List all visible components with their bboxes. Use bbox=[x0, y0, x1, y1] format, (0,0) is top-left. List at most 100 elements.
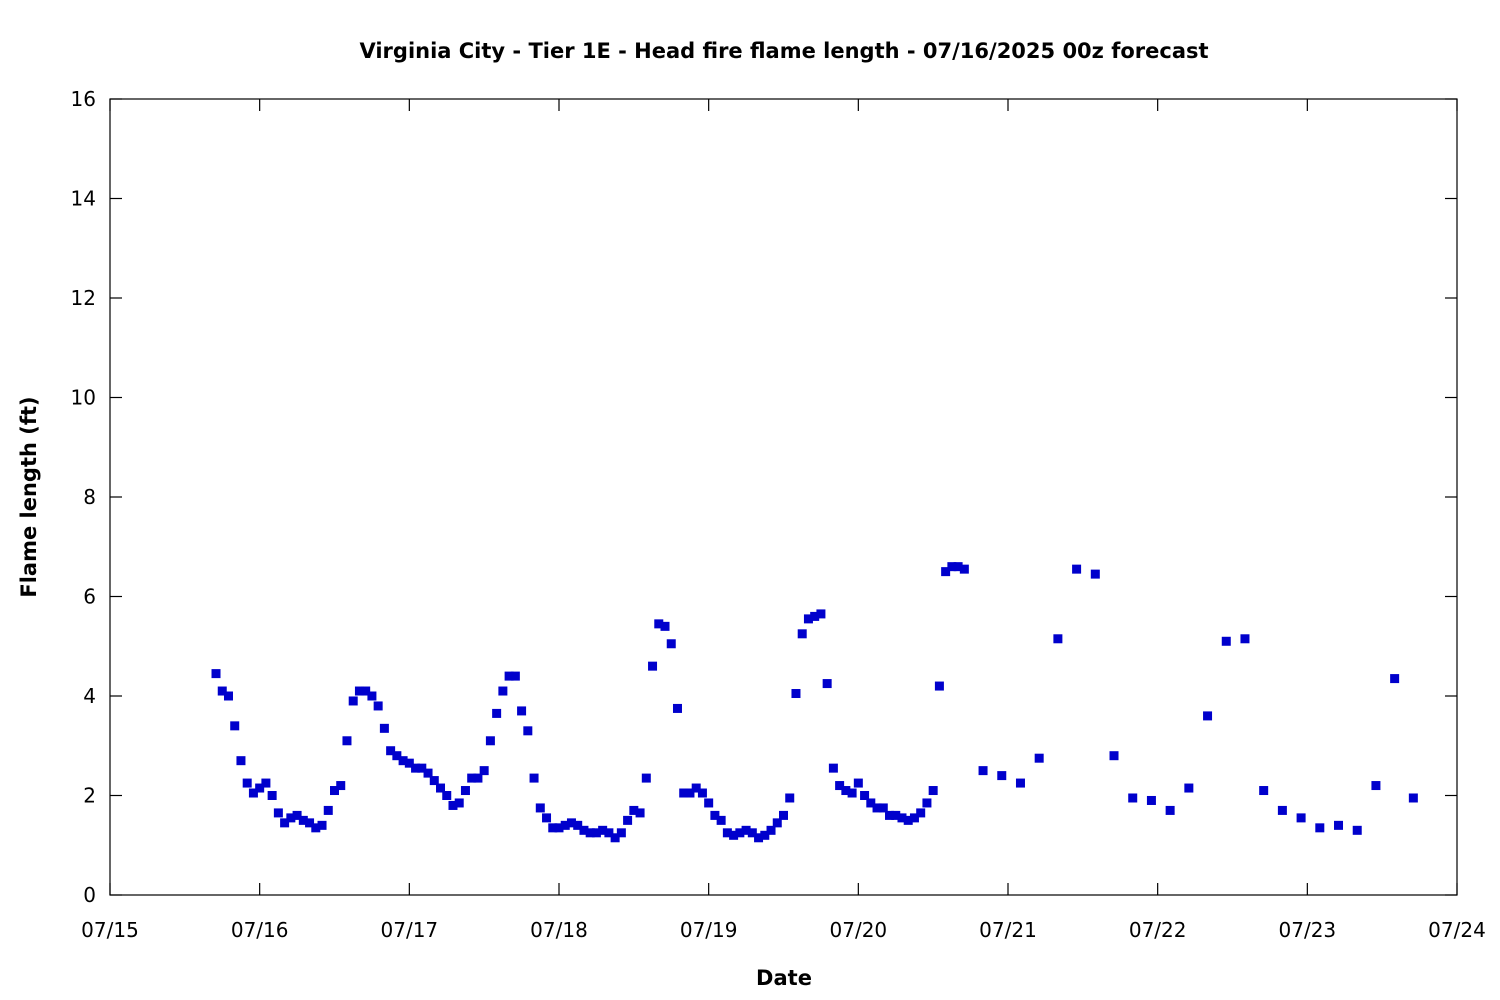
data-point bbox=[411, 763, 421, 773]
data-point bbox=[367, 691, 377, 701]
data-point bbox=[716, 815, 726, 825]
data-point bbox=[747, 828, 757, 838]
data-point bbox=[691, 783, 701, 793]
data-point bbox=[217, 686, 227, 696]
data-point bbox=[566, 818, 576, 828]
data-point bbox=[660, 621, 670, 631]
data-point bbox=[928, 786, 938, 796]
data-point bbox=[573, 820, 583, 830]
data-point bbox=[947, 562, 957, 572]
data-point bbox=[1221, 636, 1231, 646]
data-point bbox=[535, 803, 545, 813]
data-point bbox=[398, 756, 408, 766]
data-point bbox=[791, 689, 801, 699]
y-tick-label: 0 bbox=[83, 883, 96, 907]
data-point bbox=[479, 766, 489, 776]
data-point bbox=[654, 619, 664, 629]
data-point bbox=[560, 820, 570, 830]
data-point bbox=[255, 783, 265, 793]
data-point bbox=[354, 686, 364, 696]
data-point bbox=[648, 661, 658, 671]
data-point bbox=[336, 781, 346, 791]
data-point bbox=[697, 788, 707, 798]
data-point bbox=[891, 810, 901, 820]
data-point bbox=[598, 825, 608, 835]
data-point bbox=[311, 823, 321, 833]
data-point bbox=[429, 776, 439, 786]
data-point bbox=[417, 763, 427, 773]
data-point bbox=[909, 813, 919, 823]
data-point bbox=[903, 815, 913, 825]
y-tick-label: 12 bbox=[71, 286, 96, 310]
data-point bbox=[679, 788, 689, 798]
data-point bbox=[1203, 711, 1213, 721]
data-point bbox=[828, 763, 838, 773]
data-point bbox=[941, 567, 951, 577]
data-point bbox=[317, 820, 327, 830]
data-point bbox=[267, 791, 277, 800]
data-point bbox=[610, 833, 620, 843]
data-point bbox=[604, 828, 614, 838]
chart-title: Virginia City - Tier 1E - Head fire flam… bbox=[359, 39, 1208, 63]
data-point bbox=[529, 773, 539, 783]
data-point bbox=[729, 830, 739, 840]
data-point bbox=[305, 818, 315, 828]
data-point bbox=[510, 671, 520, 681]
data-point bbox=[997, 771, 1007, 781]
plot-frame bbox=[109, 98, 1458, 896]
data-point bbox=[261, 778, 271, 788]
data-point bbox=[242, 778, 252, 788]
x-tick-label: 07/20 bbox=[830, 918, 888, 942]
data-point bbox=[685, 788, 695, 798]
data-point bbox=[672, 703, 682, 713]
data-point bbox=[616, 828, 626, 838]
data-point bbox=[523, 726, 533, 736]
data-point bbox=[959, 564, 969, 574]
data-point bbox=[735, 828, 745, 838]
data-point bbox=[460, 786, 470, 796]
data-point bbox=[436, 783, 446, 793]
data-point bbox=[392, 751, 402, 761]
data-point bbox=[280, 818, 290, 828]
x-tick-label: 07/23 bbox=[1279, 918, 1337, 942]
x-tick-label: 07/19 bbox=[680, 918, 738, 942]
data-point bbox=[298, 815, 308, 825]
y-tick-label: 4 bbox=[83, 684, 96, 708]
data-point bbox=[1165, 805, 1175, 815]
data-point bbox=[710, 810, 720, 820]
y-tick-label: 10 bbox=[71, 386, 96, 410]
data-point bbox=[878, 803, 888, 813]
data-point bbox=[454, 798, 464, 808]
data-point bbox=[922, 798, 932, 808]
data-point bbox=[386, 746, 396, 756]
data-point bbox=[542, 813, 552, 823]
data-point bbox=[1015, 778, 1025, 788]
data-point bbox=[934, 681, 944, 691]
data-point bbox=[473, 773, 483, 783]
data-point bbox=[404, 758, 414, 768]
data-point bbox=[323, 805, 333, 815]
data-point bbox=[248, 788, 258, 798]
data-point bbox=[785, 793, 795, 803]
data-point bbox=[779, 810, 788, 820]
data-point bbox=[1184, 783, 1194, 793]
data-point bbox=[1296, 813, 1306, 823]
x-tick-label: 07/24 bbox=[1428, 918, 1486, 942]
x-tick-label: 07/15 bbox=[81, 918, 139, 942]
data-point bbox=[223, 691, 233, 701]
data-point bbox=[841, 786, 851, 796]
data-point bbox=[1109, 751, 1119, 761]
data-point bbox=[866, 798, 876, 808]
data-point bbox=[373, 701, 383, 711]
data-point bbox=[803, 614, 813, 624]
y-tick-label: 16 bbox=[71, 87, 96, 111]
data-point bbox=[485, 736, 495, 746]
data-point bbox=[423, 768, 433, 778]
data-point bbox=[797, 629, 807, 639]
data-point bbox=[1352, 825, 1362, 835]
data-point bbox=[822, 679, 832, 689]
data-point bbox=[704, 798, 714, 808]
data-point bbox=[953, 562, 963, 572]
data-point bbox=[498, 686, 508, 696]
